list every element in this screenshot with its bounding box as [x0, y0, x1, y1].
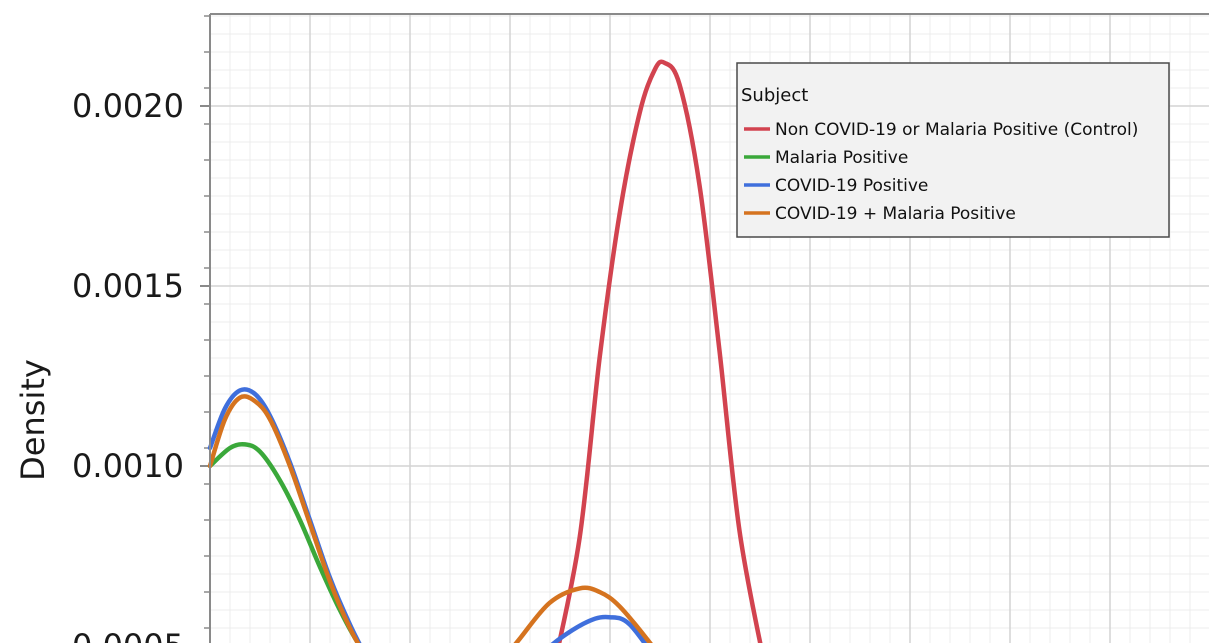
y-axis-title: Density: [14, 359, 52, 481]
legend: Subject Non COVID-19 or Malaria Positive…: [736, 62, 1170, 238]
series-line-3: [207, 394, 361, 643]
y-tick-label: 0.0010: [72, 447, 184, 485]
legend-label: Non COVID-19 or Malaria Positive (Contro…: [775, 120, 1138, 140]
y-axis-ticks: 0.0020 0.0015 0.0010 0.0005: [72, 15, 210, 643]
legend-label: COVID-19 Positive: [775, 176, 928, 196]
series-line-2: [550, 614, 648, 643]
y-tick-label: 0.0005: [72, 627, 184, 643]
series-line-0: [556, 59, 763, 643]
y-tick-label: 0.0020: [72, 87, 184, 125]
series-lines: [207, 59, 763, 643]
legend-label: COVID-19 + Malaria Positive: [775, 204, 1016, 224]
legend-items: Non COVID-19 or Malaria Positive (Contro…: [744, 120, 1138, 224]
legend-label: Malaria Positive: [775, 148, 908, 168]
y-tick-label: 0.0015: [72, 267, 184, 305]
series-line-3: [513, 585, 653, 643]
legend-box: [736, 62, 1170, 238]
legend-title: Subject: [741, 85, 808, 106]
